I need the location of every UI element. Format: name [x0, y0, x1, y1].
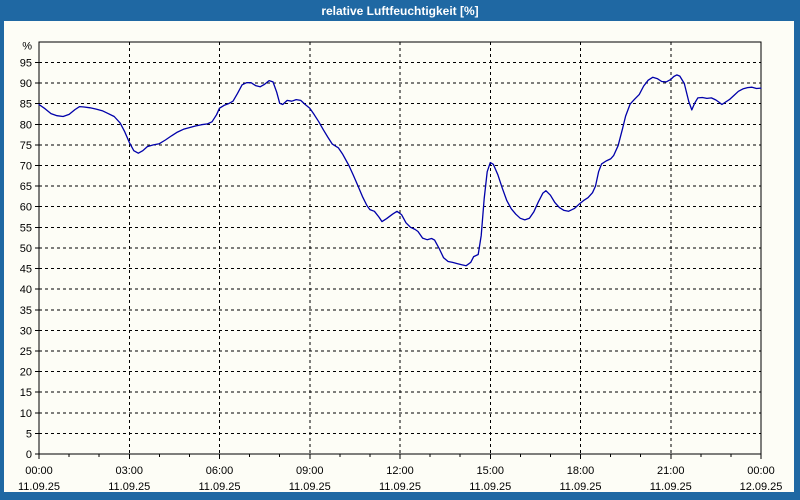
y-tick-label: 45 [20, 264, 32, 276]
y-tick-label: 60 [20, 202, 32, 214]
x-tick-date-label: 11.09.25 [379, 481, 421, 492]
y-tick-label: 20 [20, 367, 32, 379]
x-tick-date-label: 11.09.25 [289, 481, 331, 492]
y-tick-label: 55 [20, 222, 32, 234]
x-tick-date-label: 11.09.25 [469, 481, 511, 492]
x-tick-date-label: 11.09.25 [198, 481, 240, 492]
window-title: relative Luftfeuchtigkeit [%] [321, 3, 479, 18]
y-tick-label: 65 [20, 181, 32, 193]
x-tick-time-label: 00:00 [747, 465, 775, 477]
y-tick-label: 5 [26, 428, 32, 440]
y-tick-label: 0 [26, 449, 32, 461]
y-tick-label: 25 [20, 346, 32, 358]
y-tick-label: 40 [20, 284, 32, 296]
x-tick-date-label: 11.09.25 [559, 481, 601, 492]
x-tick-time-label: 09:00 [296, 465, 324, 477]
y-tick-label: 90 [20, 78, 32, 90]
x-tick-date-label: 11.09.25 [18, 481, 60, 492]
x-tick-time-label: 06:00 [206, 465, 234, 477]
x-tick-time-label: 00:00 [25, 465, 53, 477]
x-tick-date-label: 11.09.25 [650, 481, 692, 492]
x-tick-time-label: 21:00 [657, 465, 685, 477]
plot-frame [38, 41, 762, 455]
humidity-line-chart: 0 5 10 15 20 25 30 35 40 45 50 55 60 65 70 75 80 85 90 95% 0… [18, 41, 783, 494]
humidity-series-line [38, 74, 762, 267]
y-tick-label: 30 [20, 325, 32, 337]
x-tick-time-label: 12:00 [386, 465, 414, 477]
y-axis-unit-label: % [22, 41, 32, 53]
x-tick-time-label: 15:00 [476, 465, 504, 477]
y-tick-label: 15 [20, 387, 32, 399]
y-tick-label: 50 [20, 243, 32, 255]
y-tick-label: 80 [20, 119, 32, 131]
x-tick-date-label: 12.09.25 [740, 481, 783, 492]
x-tick-time-label: 18:00 [567, 465, 595, 477]
y-tick-label: 85 [20, 99, 32, 111]
y-tick-label: 70 [20, 161, 32, 173]
x-tick-date-label: 11.09.25 [108, 481, 150, 492]
y-tick-label: 10 [20, 408, 32, 420]
y-tick-label: 95 [20, 58, 32, 70]
y-tick-label: 35 [20, 305, 32, 317]
x-tick-time-label: 03:00 [115, 465, 143, 477]
window-titlebar[interactable]: relative Luftfeuchtigkeit [%] [0, 0, 800, 21]
chart-content-area: 0 5 10 15 20 25 30 35 40 45 50 55 60 65 70 75 80 85 90 95% 0… [4, 21, 794, 494]
y-tick-label: 75 [20, 140, 32, 152]
